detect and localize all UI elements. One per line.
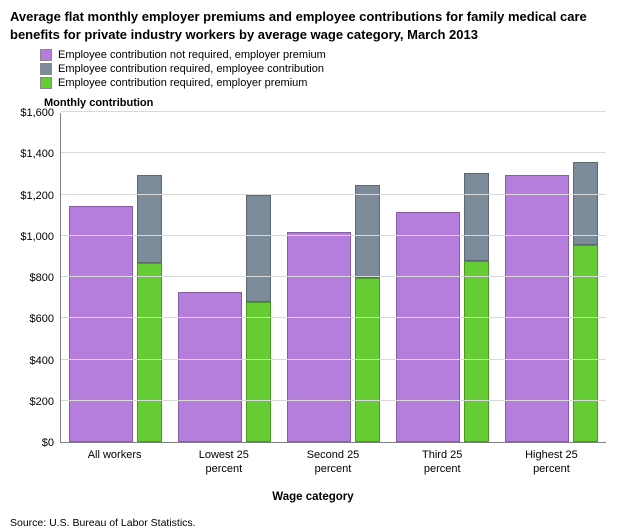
bar-segment-employer-premium bbox=[573, 245, 598, 442]
y-tick-label: $200 bbox=[30, 396, 54, 408]
y-tick-label: $1,600 bbox=[20, 107, 54, 119]
gridline bbox=[61, 400, 606, 401]
x-tick-label: Highest 25percent bbox=[497, 443, 606, 477]
source-text: Source: U.S. Bureau of Labor Statistics. bbox=[10, 517, 616, 529]
bar-stack-contrib-required bbox=[137, 175, 162, 442]
bar-groups bbox=[61, 113, 606, 442]
bar-group bbox=[61, 113, 170, 442]
y-tick-label: $600 bbox=[30, 313, 54, 325]
bar-segment-employee-contribution bbox=[464, 173, 489, 261]
bar-employer-premium-no-contrib bbox=[287, 232, 351, 442]
legend-swatch-s3 bbox=[40, 77, 52, 89]
bar-group bbox=[388, 113, 497, 442]
bar-segment-employee-contribution bbox=[573, 162, 598, 244]
bar-segment-employer-premium bbox=[355, 278, 380, 443]
y-axis: $0$200$400$600$800$1,000$1,200$1,400$1,6… bbox=[10, 113, 60, 443]
bar-group bbox=[497, 113, 606, 442]
gridline bbox=[61, 111, 606, 112]
x-tick-label: Lowest 25percent bbox=[169, 443, 278, 477]
bar-segment-employer-premium bbox=[246, 302, 271, 442]
legend-swatch-s1 bbox=[40, 49, 52, 61]
legend-swatch-s2 bbox=[40, 63, 52, 75]
gridline bbox=[61, 317, 606, 318]
bar-segment-employee-contribution bbox=[246, 195, 271, 302]
legend-label-s3: Employee contribution required, employer… bbox=[58, 77, 307, 89]
y-tick-label: $1,400 bbox=[20, 148, 54, 160]
legend-item-s1: Employee contribution not required, empl… bbox=[40, 49, 326, 61]
legend-label-s1: Employee contribution not required, empl… bbox=[58, 49, 326, 61]
plot-area bbox=[60, 113, 606, 443]
bar-stack-contrib-required bbox=[464, 173, 489, 442]
bar-employer-premium-no-contrib bbox=[505, 175, 569, 442]
x-tick-label: All workers bbox=[60, 443, 169, 477]
legend-item-s2: Employee contribution required, employee… bbox=[40, 63, 324, 75]
gridline bbox=[61, 194, 606, 195]
y-tick-label: $800 bbox=[30, 272, 54, 284]
chart-title: Average flat monthly employer premiums a… bbox=[10, 8, 616, 43]
gridline bbox=[61, 359, 606, 360]
gridline bbox=[61, 276, 606, 277]
gridline bbox=[61, 235, 606, 236]
y-tick-label: $1,000 bbox=[20, 231, 54, 243]
bar-group bbox=[279, 113, 388, 442]
bar-segment-employee-contribution bbox=[137, 175, 162, 263]
y-tick-label: $0 bbox=[42, 437, 54, 449]
bar-stack-contrib-required bbox=[355, 185, 380, 442]
chart-area: $0$200$400$600$800$1,000$1,200$1,400$1,6… bbox=[10, 113, 616, 443]
bar-employer-premium-no-contrib bbox=[69, 206, 133, 442]
legend-item-s3: Employee contribution required, employer… bbox=[40, 77, 598, 89]
legend: Employee contribution not required, empl… bbox=[10, 49, 616, 91]
legend-label-s2: Employee contribution required, employee… bbox=[58, 63, 324, 75]
gridline bbox=[61, 152, 606, 153]
x-tick-label: Third 25percent bbox=[388, 443, 497, 477]
y-axis-label: Monthly contribution bbox=[44, 97, 616, 109]
bar-segment-employer-premium bbox=[464, 261, 489, 442]
y-tick-label: $1,200 bbox=[20, 190, 54, 202]
bar-segment-employer-premium bbox=[137, 263, 162, 442]
bar-group bbox=[170, 113, 279, 442]
bar-stack-contrib-required bbox=[246, 195, 271, 442]
bar-segment-employee-contribution bbox=[355, 185, 380, 278]
bar-employer-premium-no-contrib bbox=[178, 292, 242, 442]
x-axis-label: Wage category bbox=[10, 491, 616, 503]
y-tick-label: $400 bbox=[30, 355, 54, 367]
x-tick-label: Second 25percent bbox=[278, 443, 387, 477]
bar-employer-premium-no-contrib bbox=[396, 212, 460, 442]
x-axis-ticks: All workersLowest 25percentSecond 25perc… bbox=[60, 443, 606, 477]
